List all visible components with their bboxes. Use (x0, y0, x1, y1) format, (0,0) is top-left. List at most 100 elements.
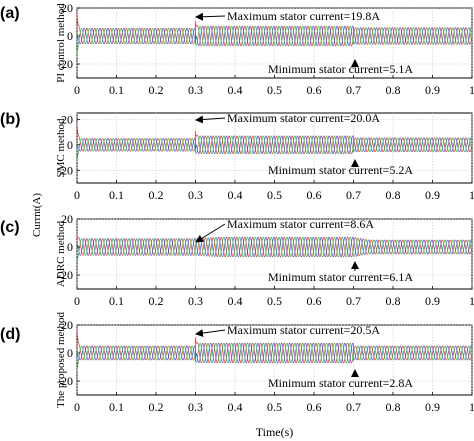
x-tick-label: 1 (469, 400, 474, 414)
panel-y-axis-label: SMC method (55, 118, 67, 177)
x-tick-label: 0.2 (149, 188, 164, 202)
panel-letter: (c) (0, 219, 20, 236)
x-tick-label: 0.6 (307, 400, 322, 414)
waveform-group (77, 327, 472, 373)
x-tick-label: 0.4 (228, 400, 243, 414)
x-tick-label: 0.7 (346, 188, 361, 202)
x-tick-label: 0.2 (149, 400, 164, 414)
x-tick-label: 0.8 (386, 294, 401, 308)
x-tick-label: 0.7 (346, 294, 361, 308)
x-tick-label: 0.1 (109, 188, 124, 202)
x-tick-label: 0.2 (149, 294, 164, 308)
x-tick-label: 0.3 (188, 83, 203, 97)
phase-1-current-line (77, 11, 472, 47)
x-tick-label: 0.9 (425, 400, 440, 414)
x-tick-label: 0.4 (228, 83, 243, 97)
x-tick-label: 0 (74, 400, 80, 414)
x-tick-label: 0.8 (386, 188, 401, 202)
annotation-arrow (195, 115, 226, 124)
x-tick-label: 0.5 (267, 83, 282, 97)
phase-2-current-line (77, 25, 472, 47)
grid (76, 324, 473, 395)
y-tick-label: -20 (57, 268, 73, 282)
panel-y-axis-label: PI control method (55, 3, 67, 83)
x-tick-label: 1 (469, 294, 474, 308)
x-tick-label: 0 (74, 83, 80, 97)
panel-letter: (a) (0, 5, 20, 22)
x-tick-label: 0.2 (149, 83, 164, 97)
x-tick-label: 0.1 (109, 83, 124, 97)
annotation-text: Minimum stator current=6.1A (268, 270, 413, 284)
phase-2-current-line (77, 236, 472, 258)
x-tick-label: 0.1 (109, 400, 124, 414)
grid (76, 218, 473, 289)
x-axis-label: Time(s) (256, 425, 294, 439)
y-tick-label: 20 (61, 318, 73, 332)
y-tick-label: 20 (61, 212, 73, 226)
phase-1-current-line (77, 236, 472, 258)
annotation-arrow (195, 12, 226, 21)
x-tick-label: 1 (469, 83, 474, 97)
phase-3-current-line (77, 25, 472, 56)
x-tick-label: 0.9 (425, 294, 440, 308)
x-tick-label: 0.3 (188, 188, 203, 202)
y-tick-label: 20 (61, 112, 73, 126)
annotation-arrow (195, 329, 226, 338)
min-current-annotation: Minimum stator current=2.8A (268, 369, 413, 390)
max-current-annotation: Maximum stator current=19.8A (195, 9, 380, 23)
x-tick-label: 0.6 (307, 188, 322, 202)
phase-1-current-line (77, 327, 472, 364)
x-tick-label: 0.6 (307, 294, 322, 308)
max-current-annotation: Maximum stator current=20.0A (195, 111, 380, 125)
annotation-text: Minimum stator current=5.1A (268, 62, 413, 76)
max-current-annotation: Maximum stator current=8.6A (195, 217, 374, 243)
x-tick-label: 0.9 (425, 83, 440, 97)
phase-2-current-line (77, 135, 472, 155)
x-tick-label: 0.8 (386, 83, 401, 97)
panel-letter: (b) (0, 111, 20, 128)
x-tick-label: 0.3 (188, 294, 203, 308)
x-tick-label: 0.5 (267, 294, 282, 308)
waveform-group (77, 236, 472, 260)
annotation-text: Maximum stator current=20.0A (227, 111, 380, 125)
min-current-annotation: Minimum stator current=5.2A (268, 159, 413, 177)
x-tick-label: 0.5 (267, 400, 282, 414)
x-tick-label: 0.9 (425, 188, 440, 202)
y-tick-label: 0 (67, 346, 73, 360)
annotation-text: Minimum stator current=5.2A (268, 163, 413, 177)
max-current-annotation: Maximum stator current=20.5A (195, 323, 380, 338)
y-tick-label: 0 (67, 240, 73, 254)
x-tick-label: 1 (469, 188, 474, 202)
x-tick-label: 0.7 (346, 83, 361, 97)
x-tick-label: 0.4 (228, 188, 243, 202)
x-tick-label: 0.5 (267, 188, 282, 202)
phase-2-current-line (77, 342, 472, 364)
phase-3-current-line (77, 135, 472, 162)
x-tick-label: 0.1 (109, 294, 124, 308)
panel-y-axis-label: ADRC method (55, 220, 67, 287)
x-tick-label: 0 (74, 188, 80, 202)
waveform-group (77, 11, 472, 56)
global-y-axis-label: Currnt(A) (31, 193, 43, 237)
panel-y-axis-label: The proposed method (55, 312, 67, 408)
y-tick-label: 0 (67, 29, 73, 43)
phase-1-current-line (77, 121, 472, 155)
grid (76, 113, 473, 183)
min-current-annotation: Minimum stator current=5.1A (268, 59, 413, 76)
x-tick-label: 0.3 (188, 400, 203, 414)
phase-3-current-line (77, 342, 472, 373)
annotation-text: Maximum stator current=20.5A (227, 323, 380, 337)
x-tick-label: 0.4 (228, 294, 243, 308)
phase-3-current-line (77, 236, 472, 260)
x-tick-label: 0.7 (346, 400, 361, 414)
x-tick-label: 0 (74, 294, 80, 308)
annotation-text: Maximum stator current=19.8A (227, 9, 380, 23)
min-current-annotation: Minimum stator current=6.1A (268, 261, 413, 284)
waveform-group (77, 121, 472, 162)
y-tick-label: -20 (57, 163, 73, 177)
